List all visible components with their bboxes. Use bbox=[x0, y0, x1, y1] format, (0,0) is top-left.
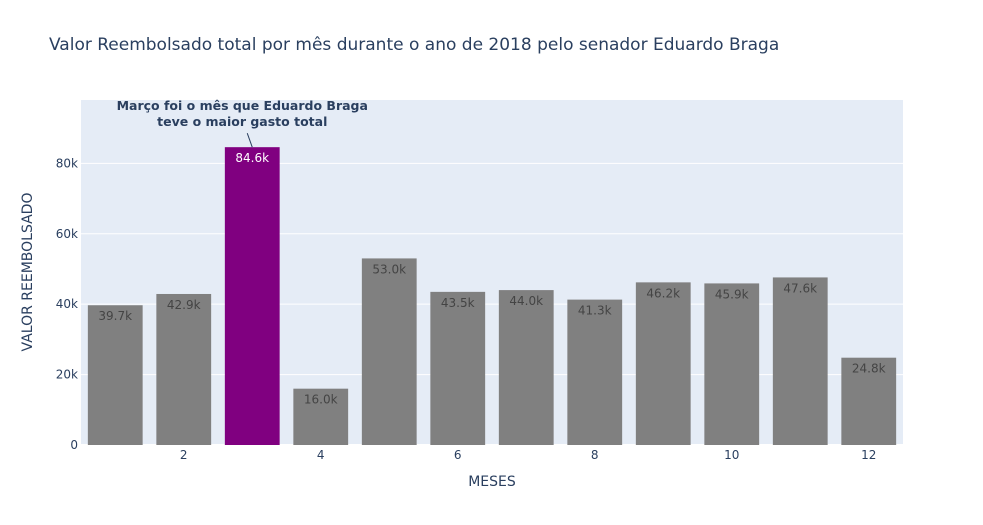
x-tick-label: 10 bbox=[724, 448, 739, 462]
bar bbox=[361, 258, 417, 445]
bars bbox=[87, 147, 897, 445]
y-tick-label: 80k bbox=[56, 156, 78, 170]
y-tick-label: 60k bbox=[56, 227, 78, 241]
bar bbox=[293, 388, 349, 445]
bar bbox=[224, 147, 280, 445]
bar-value-label: 39.7k bbox=[98, 309, 132, 323]
x-tick-label: 6 bbox=[454, 448, 462, 462]
x-tick-label: 2 bbox=[180, 448, 188, 462]
bar bbox=[635, 282, 691, 445]
chart-title: Valor Reembolsado total por mês durante … bbox=[49, 35, 779, 55]
bar bbox=[772, 277, 828, 445]
bar bbox=[430, 291, 486, 445]
x-axis-ticks: 2 4 6 8 10 12 bbox=[180, 448, 876, 462]
bar bbox=[567, 299, 623, 445]
bar-value-label: 45.9k bbox=[715, 287, 749, 301]
bar bbox=[704, 283, 760, 445]
x-tick-label: 12 bbox=[861, 448, 876, 462]
bar-value-labels: 39.7k 42.9k 84.6k 16.0k 53.0k 43.5k 44.0k 41.3k… bbox=[98, 151, 885, 407]
y-tick-label: 0 bbox=[70, 438, 78, 452]
bar-value-label: 24.8k bbox=[852, 362, 886, 376]
bar-value-label: 43.5k bbox=[441, 296, 475, 310]
plot-area bbox=[81, 100, 903, 445]
annotation-text: teve o maior gasto total bbox=[157, 114, 327, 129]
y-axis-ticks: 0 20k 40k 60k 80k bbox=[56, 156, 78, 452]
bar bbox=[156, 293, 212, 445]
gridlines bbox=[81, 162, 903, 446]
annotation-text: Março foi o mês que Eduardo Braga bbox=[117, 98, 368, 113]
bar-value-label: 47.6k bbox=[783, 281, 817, 295]
y-tick-label: 40k bbox=[56, 297, 78, 311]
y-tick-label: 20k bbox=[56, 368, 78, 382]
bar-value-label: 44.0k bbox=[509, 294, 543, 308]
bar bbox=[87, 305, 143, 445]
bar-value-label: 53.0k bbox=[372, 262, 406, 276]
x-tick-label: 4 bbox=[317, 448, 325, 462]
y-axis-title: VALOR REEMBOLSADO bbox=[20, 193, 36, 352]
bar-value-label: 84.6k bbox=[235, 151, 269, 165]
bar bbox=[498, 290, 554, 445]
bar-value-label: 42.9k bbox=[167, 298, 201, 312]
bar-value-label: 46.2k bbox=[646, 286, 680, 300]
x-tick-label: 8 bbox=[591, 448, 599, 462]
annotation-arrow bbox=[246, 133, 253, 148]
bar-value-label: 16.0k bbox=[304, 393, 338, 407]
x-axis-title: MESES bbox=[468, 474, 516, 490]
bar bbox=[841, 357, 897, 445]
bar-value-label: 41.3k bbox=[578, 304, 612, 318]
